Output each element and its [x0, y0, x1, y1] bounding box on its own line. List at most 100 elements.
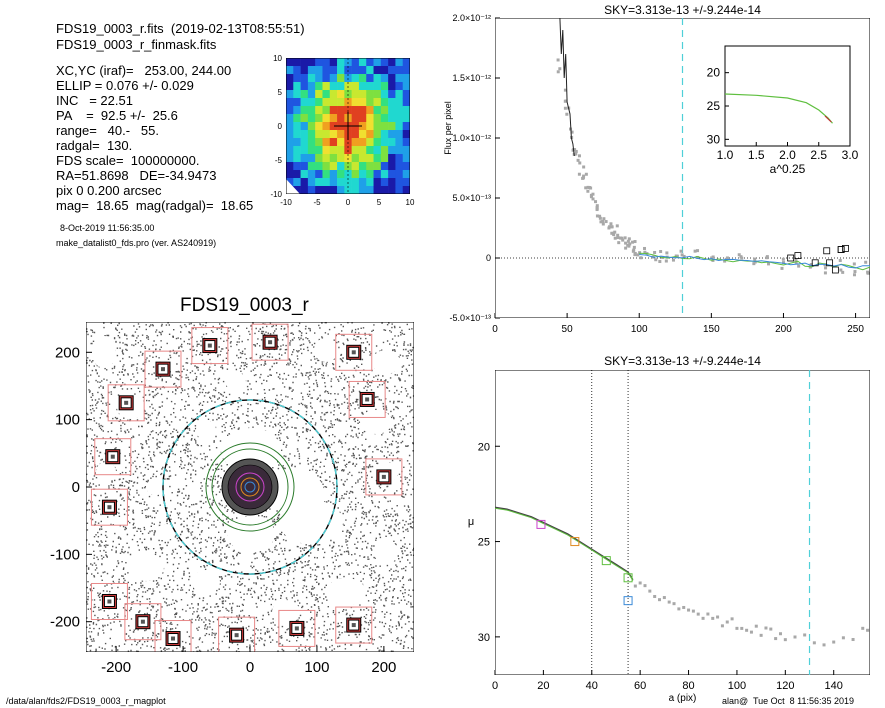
heatmap-cell	[402, 162, 410, 171]
flux-point	[589, 195, 593, 199]
inset-curve	[724, 93, 833, 124]
heatmap-cell	[337, 98, 345, 107]
thumb-ytick-label: 0	[278, 122, 283, 131]
heatmap-cell	[322, 74, 331, 83]
mu-point	[841, 636, 845, 640]
heatmap-cell	[300, 82, 309, 91]
flux-point	[594, 200, 598, 204]
heatmap-cell	[307, 138, 316, 147]
heatmap-cell	[351, 138, 360, 147]
flux-point	[767, 262, 771, 266]
mu-point	[658, 598, 662, 602]
heatmap-cell	[358, 162, 367, 171]
heatmap-cell	[358, 114, 367, 123]
param-pa: PA = 92.5 +/- 25.6	[56, 108, 178, 123]
flux-inner-curve	[559, 18, 575, 157]
heatmap-cell	[293, 178, 301, 187]
heatmap-cell	[286, 138, 294, 147]
mu-point	[672, 602, 676, 606]
flux-ytick-label: 0	[486, 253, 491, 263]
heatmap-cell	[293, 170, 301, 179]
heatmap-cell	[380, 186, 389, 194]
heatmap-cell	[300, 122, 309, 131]
heatmap-cell	[388, 90, 396, 99]
thumb-xtick-label: 5	[377, 198, 382, 207]
sky-box-core	[107, 505, 112, 510]
flux-point	[628, 242, 632, 246]
image-ytick-label: -200	[50, 614, 80, 631]
inset-xtick-label: 2.0	[779, 148, 796, 162]
sky-box-red	[119, 396, 133, 410]
heatmap-cell	[337, 146, 345, 155]
heatmap-cell	[402, 154, 410, 163]
flux-open-square	[794, 252, 802, 260]
heatmap-cell	[286, 82, 294, 91]
heatmap-cell	[395, 66, 403, 75]
sky-box-core	[107, 599, 112, 604]
heatmap-cell	[329, 154, 338, 163]
mask-blob	[146, 479, 166, 495]
heatmap-cell	[402, 106, 410, 115]
flux-point	[797, 264, 801, 268]
heatmap-cell	[402, 114, 410, 123]
galaxy-center	[162, 399, 338, 575]
heatmap-cell	[380, 138, 389, 147]
heatmap-cell	[329, 114, 338, 123]
heatmap-cell	[293, 114, 301, 123]
mu-point	[749, 630, 753, 634]
heatmap-cell	[366, 154, 374, 163]
mu-xtick-label: 20	[537, 680, 549, 692]
mask-blob	[372, 350, 400, 374]
flux-point	[623, 236, 627, 240]
inset-frame	[724, 45, 851, 147]
flux-point	[752, 262, 756, 266]
image-xtick-label: -200	[101, 659, 131, 676]
mu-point	[832, 640, 836, 644]
flux-point	[636, 253, 640, 257]
thumb-ytick-label: 5	[278, 88, 283, 97]
inset-xlabel: a^0.25	[770, 162, 806, 176]
flux-point	[591, 192, 595, 196]
flux-point	[581, 176, 585, 180]
flux-point	[659, 250, 663, 254]
flux-point	[601, 222, 605, 226]
heatmap-cell	[402, 74, 410, 83]
inset-ytick-label: 30	[707, 132, 721, 146]
heatmap-cell	[322, 162, 331, 171]
heatmap-cell	[315, 82, 323, 91]
flux-point	[598, 214, 602, 218]
heatmap-cell	[380, 90, 389, 99]
radgal-circle-cyan	[162, 399, 338, 575]
image-xtick-label: -100	[168, 659, 198, 676]
heatmap-cell	[366, 130, 374, 139]
flux-point	[753, 257, 757, 261]
flux-point	[565, 112, 569, 116]
sky-box-red	[377, 470, 391, 484]
heatmap-cell	[380, 170, 389, 179]
heatmap-cell	[358, 106, 367, 115]
flux-open-square	[811, 259, 819, 267]
flux-point	[582, 174, 586, 178]
heatmap-cell	[380, 58, 389, 67]
heatmap-cell	[315, 186, 323, 194]
mask-blob	[227, 516, 275, 552]
mu-plot-frame	[495, 370, 870, 675]
flux-point	[682, 254, 686, 258]
heatmap-cell	[366, 74, 374, 83]
image-ytick-label: 100	[55, 412, 80, 429]
heatmap-cell	[307, 98, 316, 107]
flux-ytick-label: 5.0×10⁻¹³	[452, 193, 491, 203]
heatmap-cell	[351, 58, 360, 67]
sky-boxes	[90, 323, 403, 652]
heatmap-cell	[395, 58, 403, 67]
heatmap-cell	[307, 106, 316, 115]
heatmap-cell	[293, 162, 301, 171]
heatmap-cell	[402, 98, 410, 107]
flux-ytick-label: -5.0×10⁻¹³	[449, 313, 491, 323]
heatmap-cell	[351, 162, 360, 171]
mask-blob	[326, 578, 366, 606]
flux-point	[556, 70, 560, 74]
flux-point	[563, 106, 567, 110]
heatmap-cell	[300, 186, 309, 194]
heatmap-cell	[337, 130, 345, 139]
